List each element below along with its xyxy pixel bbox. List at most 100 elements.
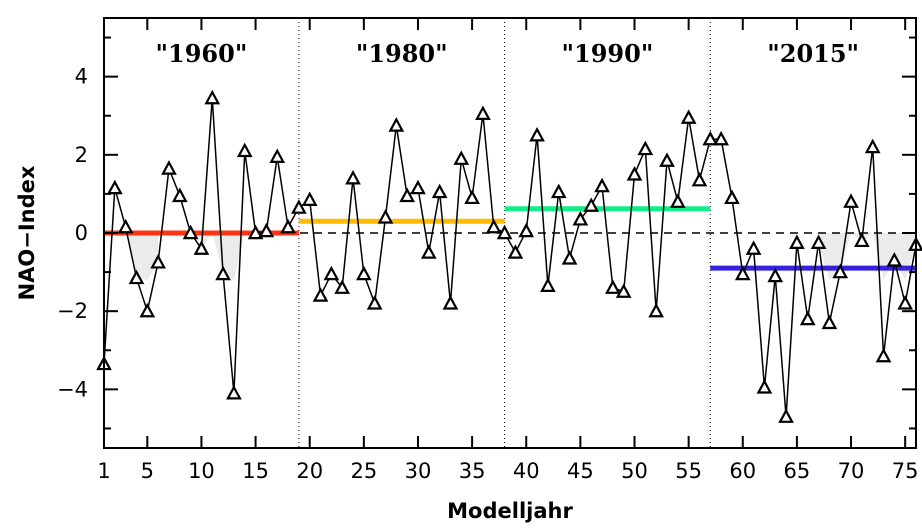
data-point — [854, 232, 870, 248]
data-point — [594, 177, 610, 193]
data-point — [637, 140, 654, 156]
data-point — [150, 254, 166, 269]
data-point — [193, 240, 210, 255]
data-point — [345, 169, 361, 185]
data-point — [583, 197, 600, 212]
data-point — [269, 148, 286, 163]
data-point — [334, 279, 351, 294]
data-point — [106, 179, 123, 195]
data-point — [399, 187, 415, 203]
data-point — [745, 240, 762, 255]
data-point — [615, 283, 632, 298]
data-point — [420, 244, 437, 259]
data-point — [702, 130, 719, 146]
x-tick-label: 25 — [350, 459, 377, 483]
x-tick-label: 65 — [784, 459, 811, 483]
data-point — [236, 142, 253, 158]
data-point — [258, 222, 275, 238]
data-point — [724, 189, 740, 205]
nao-series — [103, 98, 917, 417]
data-point — [226, 384, 242, 400]
data-point — [442, 295, 459, 310]
period-label: "1990" — [562, 39, 654, 68]
data-point — [485, 218, 502, 234]
x-tick-label: 35 — [459, 459, 486, 483]
y-tick-label: −2 — [57, 299, 88, 323]
data-point — [561, 250, 578, 265]
data-point — [659, 152, 675, 167]
data-point — [182, 224, 199, 240]
data-point — [431, 183, 448, 199]
period-labels: "1960" "1980" "1990" "2015" — [156, 39, 860, 68]
data-point — [897, 295, 914, 310]
data-point — [540, 277, 556, 292]
data-point — [355, 265, 372, 281]
data-point — [117, 218, 134, 234]
data-point — [734, 265, 751, 281]
data-point — [605, 279, 621, 294]
data-point — [453, 150, 470, 165]
period-label: "1980" — [356, 39, 448, 68]
data-point — [518, 222, 535, 238]
data-point — [410, 179, 426, 195]
data-point — [648, 302, 665, 318]
x-tick-label: 45 — [567, 459, 594, 483]
x-tick-label: 10 — [188, 459, 215, 483]
y-tick-label: −4 — [57, 377, 88, 401]
shaded-area — [201, 233, 245, 280]
data-point — [366, 295, 383, 310]
data-point — [756, 379, 773, 394]
x-tick-label: 70 — [838, 459, 865, 483]
x-tick-label: 60 — [729, 459, 756, 483]
data-point — [832, 263, 849, 279]
x-tick-label: 30 — [405, 459, 432, 483]
x-tick-label: 40 — [513, 459, 540, 483]
data-point — [669, 193, 686, 208]
data-point — [475, 105, 491, 120]
y-axis-title: NAO−Index — [15, 165, 39, 300]
data-point — [550, 183, 567, 199]
x-tick-label: 15 — [242, 459, 269, 483]
data-point — [161, 160, 177, 175]
data-point — [464, 189, 480, 205]
data-point — [767, 267, 784, 283]
x-tick-label: 75 — [892, 459, 919, 483]
x-axis-title: Modelljahr — [447, 499, 573, 523]
shading-layer — [114, 233, 916, 280]
data-point — [388, 117, 405, 132]
data-point — [799, 310, 816, 326]
shaded-area — [114, 233, 159, 280]
data-point — [323, 265, 340, 281]
shaded-area — [818, 233, 916, 280]
x-tick-label: 50 — [621, 459, 648, 483]
data-point — [875, 347, 892, 363]
y-tick-label: 4 — [75, 65, 88, 89]
data-point — [507, 244, 524, 259]
data-point — [713, 130, 729, 146]
data-point — [529, 126, 545, 142]
period-label: "1960" — [156, 39, 248, 68]
data-point — [128, 269, 145, 285]
data-point — [778, 408, 794, 423]
data-point — [821, 314, 838, 330]
x-tick-label: 5 — [141, 459, 154, 483]
data-point — [864, 138, 881, 154]
data-point — [843, 193, 859, 208]
data-point — [886, 252, 903, 267]
data-point — [789, 234, 805, 249]
data-point — [377, 209, 394, 224]
data-point — [280, 218, 296, 234]
data-point — [572, 211, 589, 226]
data-point — [810, 234, 827, 249]
y-tick-label: 0 — [75, 221, 88, 245]
data-point — [247, 224, 264, 240]
data-point — [139, 302, 156, 318]
data-point — [680, 109, 697, 124]
data-point — [691, 171, 708, 187]
data-point — [626, 166, 643, 181]
data-point — [496, 224, 513, 240]
data-point — [301, 191, 318, 206]
reference-lines — [104, 18, 916, 448]
